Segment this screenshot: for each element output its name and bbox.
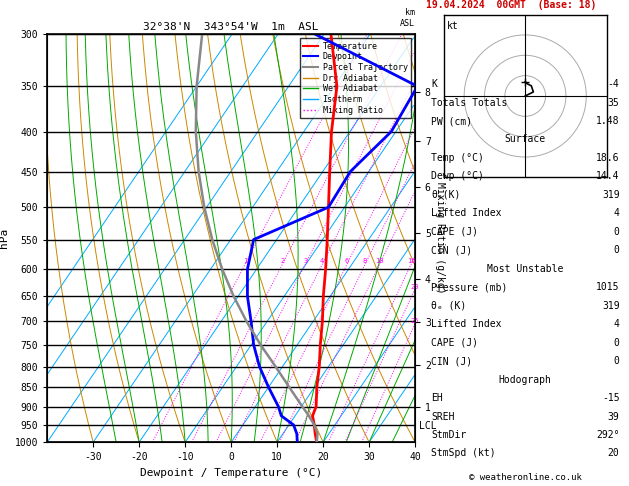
Text: 10: 10 xyxy=(376,259,384,264)
Text: Lifted Index: Lifted Index xyxy=(431,319,501,329)
Text: Totals Totals: Totals Totals xyxy=(431,98,507,107)
Text: EH: EH xyxy=(431,393,443,403)
Legend: Temperature, Dewpoint, Parcel Trajectory, Dry Adiabat, Wet Adiabat, Isotherm, Mi: Temperature, Dewpoint, Parcel Trajectory… xyxy=(300,38,411,118)
Text: StmSpd (kt): StmSpd (kt) xyxy=(431,449,496,458)
Text: 4: 4 xyxy=(614,319,620,329)
Text: Pressure (mb): Pressure (mb) xyxy=(431,282,507,292)
Text: 292°: 292° xyxy=(596,430,620,440)
Text: kt: kt xyxy=(447,21,459,31)
X-axis label: Dewpoint / Temperature (°C): Dewpoint / Temperature (°C) xyxy=(140,468,322,478)
Text: 20: 20 xyxy=(411,284,419,290)
Text: 4: 4 xyxy=(320,259,325,264)
Text: 3: 3 xyxy=(303,259,308,264)
Text: 0: 0 xyxy=(614,227,620,237)
Text: CIN (J): CIN (J) xyxy=(431,356,472,366)
Y-axis label: hPa: hPa xyxy=(0,228,9,248)
Text: -15: -15 xyxy=(602,393,620,403)
Text: km
ASL: km ASL xyxy=(400,8,415,28)
Text: PW (cm): PW (cm) xyxy=(431,116,472,126)
Y-axis label: Mixing Ratio (g/kg): Mixing Ratio (g/kg) xyxy=(435,182,445,294)
Text: CAPE (J): CAPE (J) xyxy=(431,227,478,237)
Text: 35: 35 xyxy=(608,98,620,107)
Text: 1: 1 xyxy=(243,259,247,264)
Text: 0: 0 xyxy=(614,356,620,366)
Text: Surface: Surface xyxy=(504,135,546,144)
Text: Most Unstable: Most Unstable xyxy=(487,264,564,274)
Text: 319: 319 xyxy=(602,301,620,311)
Text: 0: 0 xyxy=(614,338,620,347)
Text: SREH: SREH xyxy=(431,412,454,421)
Text: LCL: LCL xyxy=(419,420,437,431)
Text: 20: 20 xyxy=(608,449,620,458)
Text: 4: 4 xyxy=(614,208,620,218)
Text: 25: 25 xyxy=(411,317,420,324)
Text: Dewp (°C): Dewp (°C) xyxy=(431,172,484,181)
Text: θₑ(K): θₑ(K) xyxy=(431,190,460,200)
Text: Temp (°C): Temp (°C) xyxy=(431,153,484,163)
Text: Lifted Index: Lifted Index xyxy=(431,208,501,218)
Text: 6: 6 xyxy=(345,259,349,264)
Text: 2: 2 xyxy=(280,259,284,264)
Title: 32°38'N  343°54'W  1m  ASL: 32°38'N 343°54'W 1m ASL xyxy=(143,22,319,32)
Text: 319: 319 xyxy=(602,190,620,200)
Text: K: K xyxy=(431,79,437,89)
Text: CIN (J): CIN (J) xyxy=(431,245,472,255)
Text: © weatheronline.co.uk: © weatheronline.co.uk xyxy=(469,473,582,482)
Text: Hodograph: Hodograph xyxy=(499,375,552,384)
Text: 19.04.2024  00GMT  (Base: 18): 19.04.2024 00GMT (Base: 18) xyxy=(426,0,596,10)
Text: 18.6: 18.6 xyxy=(596,153,620,163)
Text: -4: -4 xyxy=(608,79,620,89)
Text: CAPE (J): CAPE (J) xyxy=(431,338,478,347)
Text: StmDir: StmDir xyxy=(431,430,466,440)
Text: 14.4: 14.4 xyxy=(596,172,620,181)
Text: 16: 16 xyxy=(407,259,415,264)
Text: 8: 8 xyxy=(363,259,367,264)
Text: 0: 0 xyxy=(614,245,620,255)
Text: 1.48: 1.48 xyxy=(596,116,620,126)
Text: θₑ (K): θₑ (K) xyxy=(431,301,466,311)
Text: 39: 39 xyxy=(608,412,620,421)
Text: 1015: 1015 xyxy=(596,282,620,292)
